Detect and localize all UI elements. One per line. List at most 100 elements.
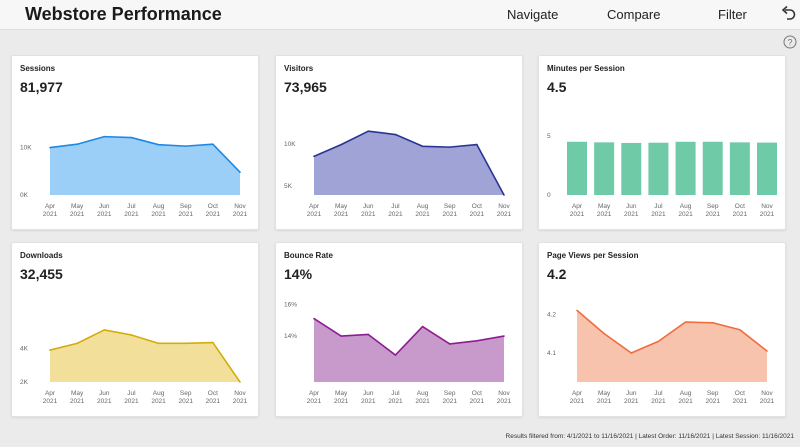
data-point	[239, 381, 241, 383]
x-tick-label: Oct 2021	[206, 390, 221, 405]
page-views-per-session-chart: 4.1 4.2 Apr 2021 May 2021 Jun 2021 Jul 2021 Aug 202…	[547, 309, 775, 405]
x-tick-label: Nov 2021	[233, 390, 248, 405]
data-point	[49, 349, 51, 351]
data-point	[476, 143, 478, 146]
data-point	[684, 321, 687, 323]
data-point	[76, 143, 78, 146]
series-line	[313, 130, 505, 196]
y-tick-label: 0	[547, 192, 551, 199]
bar	[757, 142, 777, 195]
x-tick-label: Sep 2021	[442, 390, 457, 405]
data-point	[421, 325, 424, 328]
y-tick-label: 10K	[284, 141, 296, 148]
data-point	[130, 136, 133, 139]
data-point	[76, 342, 78, 345]
x-tick-label: Jun 2021	[361, 390, 376, 405]
bounce-rate-chart: 14% 16% Apr 2021 May 2021 Jun 2021 Jul 2021 Aug 202…	[284, 301, 512, 405]
visitors-card[interactable]: Visitors 73,965 5K 10K Apr 2021 May 2021 Jun 20…	[275, 55, 523, 230]
x-tick-label: Oct 2021	[470, 203, 485, 218]
data-point	[103, 329, 106, 331]
card-title: Sessions	[20, 64, 56, 73]
area-fill	[314, 318, 504, 382]
card-value: 4.2	[547, 266, 567, 282]
x-tick-label: May 2021	[334, 390, 349, 405]
x-tick-label: Aug 2021	[151, 203, 166, 218]
data-point	[157, 143, 160, 146]
undo-icon[interactable]	[780, 4, 796, 24]
card-title: Minutes per Session	[547, 64, 625, 73]
x-tick-label: Jul 2021	[388, 390, 403, 405]
data-point	[603, 332, 605, 335]
data-point	[157, 342, 160, 345]
x-tick-label: Aug 2021	[678, 390, 693, 405]
y-tick-label: 0K	[20, 192, 29, 199]
x-tick-label: Jul 2021	[651, 203, 666, 218]
bounce-rate-card[interactable]: Bounce Rate 14% 14% 16% Apr 2021 May 2021 Jun 2…	[275, 242, 523, 417]
x-tick-label: Oct 2021	[733, 390, 748, 405]
x-tick-label: Jul 2021	[651, 390, 666, 405]
minutes-per-session-card[interactable]: Minutes per Session 4.5 0 5 Apr 2021 May 2021…	[538, 55, 786, 230]
data-point	[239, 171, 241, 174]
page-views-per-session-card[interactable]: Page Views per Session 4.2 4.1 4.2 Apr 2021…	[538, 242, 786, 417]
data-point	[367, 130, 370, 132]
data-point	[313, 155, 315, 158]
navigate-button[interactable]: Navigate	[507, 7, 559, 22]
bar	[729, 142, 750, 195]
card-value: 81,977	[20, 79, 63, 95]
card-title: Bounce Rate	[284, 251, 333, 260]
data-point	[212, 341, 214, 344]
series-line	[49, 329, 241, 383]
footer-status: Results filtered from: 4/1/2021 to 11/16…	[505, 433, 794, 440]
data-point	[739, 328, 741, 331]
data-point	[394, 133, 397, 136]
filter-button[interactable]: Filter	[718, 7, 747, 22]
x-tick-label: Sep 2021	[442, 203, 457, 218]
series-line	[313, 317, 505, 356]
y-tick-label: 14%	[284, 333, 297, 340]
data-point	[576, 309, 578, 312]
bar	[621, 142, 642, 195]
y-tick-label: 5K	[284, 183, 293, 190]
x-tick-label: Apr 2021	[43, 390, 58, 405]
x-tick-label: Jun 2021	[624, 203, 639, 218]
top-bar: Webstore Performance Navigate Compare Fi…	[0, 0, 800, 30]
card-title: Visitors	[284, 64, 314, 73]
y-tick-label: 4K	[20, 345, 29, 352]
x-tick-label: Jul 2021	[124, 203, 139, 218]
app-title: Webstore Performance	[25, 4, 222, 24]
x-tick-label: Nov 2021	[760, 203, 775, 218]
x-tick-label: Sep 2021	[178, 203, 193, 218]
sessions-card[interactable]: Sessions 81,977 0K 10K Apr 2021 May 2021 Jun 20…	[11, 55, 259, 230]
y-tick-label: 5	[547, 133, 551, 140]
x-tick-label: Nov 2021	[497, 390, 512, 405]
x-tick-label: Nov 2021	[760, 390, 775, 405]
x-tick-label: May 2021	[597, 203, 612, 218]
data-point	[394, 354, 397, 356]
card-value: 4.5	[547, 79, 567, 95]
bar	[702, 141, 723, 195]
y-tick-label: 2K	[20, 379, 29, 386]
data-point	[503, 194, 505, 196]
downloads-card[interactable]: Downloads 32,455 2K 4K Apr 2021 May 2021 Jun 20…	[11, 242, 259, 417]
sessions-chart: 0K 10K Apr 2021 May 2021 Jun 2021 Jul 2021 Aug 2021…	[20, 135, 248, 218]
y-tick-label: 10K	[20, 145, 32, 152]
data-point	[212, 143, 214, 146]
downloads-chart: 2K 4K Apr 2021 May 2021 Jun 2021 Jul 2021 Aug 2021 S…	[20, 329, 248, 405]
x-tick-label: Jun 2021	[97, 390, 112, 405]
x-tick-label: Aug 2021	[151, 390, 166, 405]
data-point	[313, 317, 315, 320]
data-point	[448, 343, 451, 345]
help-icon[interactable]: ?	[783, 35, 797, 49]
area-fill	[50, 136, 240, 195]
bar	[567, 141, 587, 195]
data-point	[630, 352, 633, 354]
bar	[675, 141, 696, 195]
data-point	[766, 350, 768, 352]
x-tick-label: Nov 2021	[233, 203, 248, 218]
series-line	[576, 309, 768, 354]
compare-button[interactable]: Compare	[607, 7, 661, 22]
x-tick-label: Apr 2021	[307, 390, 322, 405]
visitors-chart: 5K 10K Apr 2021 May 2021 Jun 2021 Jul 2021 Aug 2021…	[284, 130, 512, 218]
data-point	[184, 145, 187, 147]
bar	[594, 142, 615, 195]
